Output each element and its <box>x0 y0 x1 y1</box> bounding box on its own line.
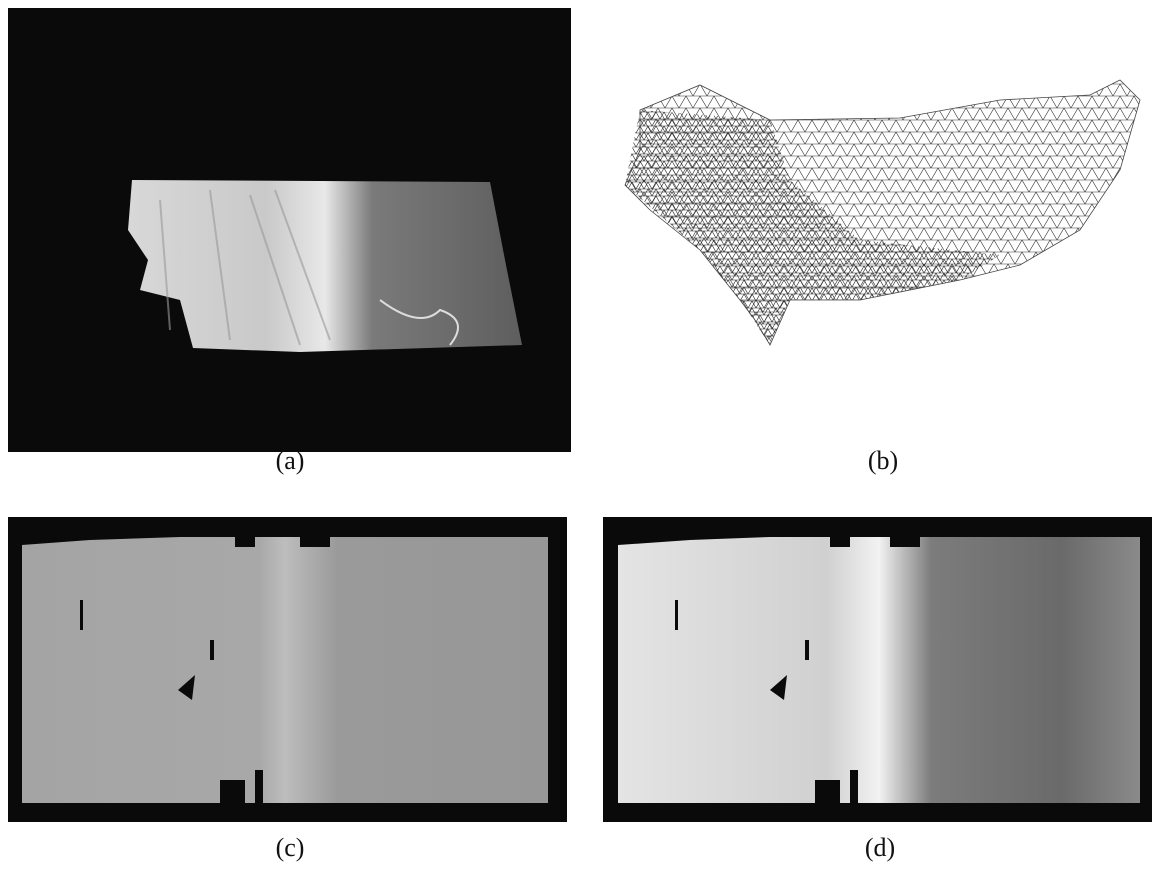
panel-d: (d) <box>603 517 1152 862</box>
panel-label: (c) <box>276 833 305 862</box>
panel-label: (d) <box>865 833 895 862</box>
depth-map <box>22 537 548 803</box>
panel-label: (b) <box>868 446 898 475</box>
panel-a: (a) <box>8 8 571 475</box>
panel-label: (a) <box>276 446 305 475</box>
panel-c: (c) <box>8 517 567 862</box>
panel-b: (b) <box>620 75 1150 475</box>
depth-map <box>618 537 1140 803</box>
figure: (a) (b) (c) (d) <box>0 0 1155 866</box>
